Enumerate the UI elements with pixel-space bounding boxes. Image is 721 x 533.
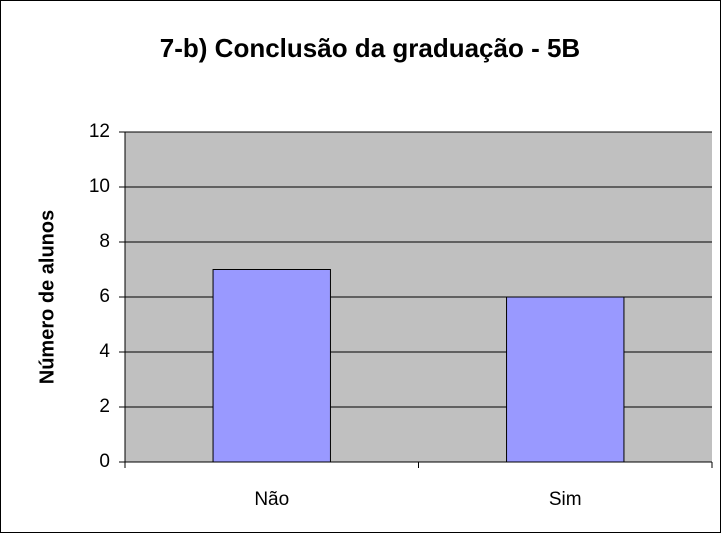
y-tick-label: 6 (99, 286, 110, 307)
bar (212, 269, 331, 463)
bar (506, 296, 625, 463)
y-tick-label: 4 (99, 341, 110, 362)
y-axis-label: Número de alunos (36, 210, 58, 384)
x-tick-label: Não (254, 489, 289, 510)
y-tick-label: 0 (99, 451, 110, 472)
y-tick-label: 2 (99, 396, 110, 417)
y-tick-label: 12 (89, 121, 110, 142)
x-tick-label: Sim (549, 489, 582, 510)
y-tick-label: 10 (89, 176, 110, 197)
chart-title: 7-b) Conclusão da graduação - 5B (160, 33, 580, 63)
y-tick-label: 8 (99, 231, 110, 252)
